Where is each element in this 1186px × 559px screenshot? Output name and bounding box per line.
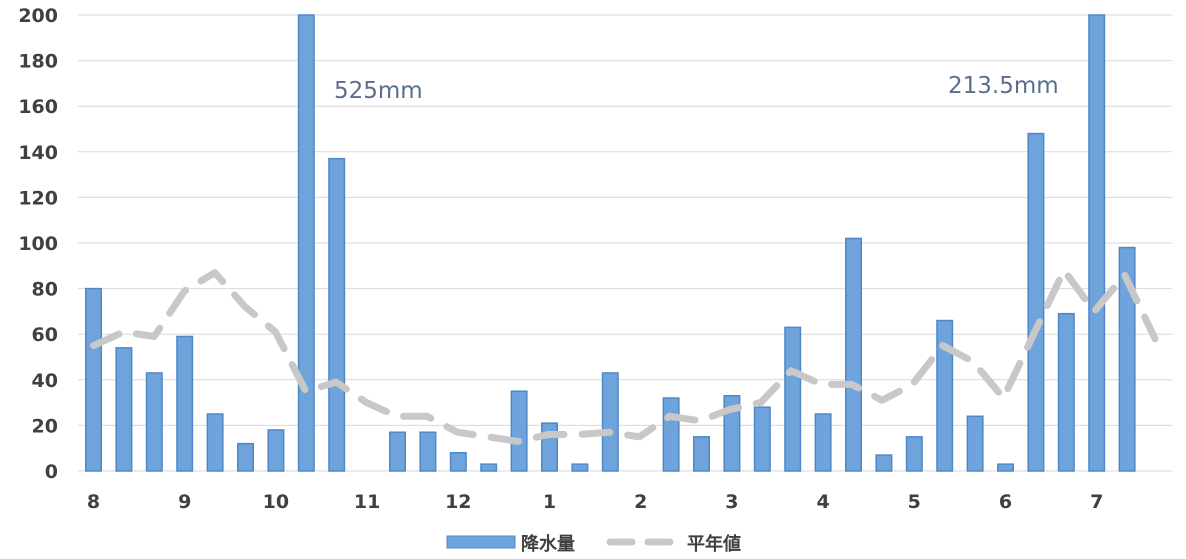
x-tick-label: 7 xyxy=(1090,491,1103,513)
precipitation-bar xyxy=(206,413,224,472)
y-tick-label: 60 xyxy=(32,324,58,346)
precipitation-bar xyxy=(571,463,589,472)
legend-swatch-precipitation xyxy=(446,535,516,549)
precipitation-bar xyxy=(85,287,102,472)
y-axis: 0 20 40 60 80 100 120 140 160 180 200 xyxy=(18,5,58,483)
precipitation-bar xyxy=(875,454,893,472)
precipitation-bar xyxy=(328,157,346,472)
precipitation-bar xyxy=(480,463,498,472)
precipitation-bar xyxy=(510,390,528,472)
precipitation-bar xyxy=(297,14,315,472)
x-axis: 8 9 10 11 12 1 2 3 4 5 6 7 xyxy=(87,491,1103,513)
precipitation-bar xyxy=(145,372,163,472)
y-tick-label: 80 xyxy=(32,279,58,301)
precipitation-bar xyxy=(936,319,954,472)
y-tick-label: 140 xyxy=(18,142,58,164)
x-tick-label: 6 xyxy=(999,491,1012,513)
precipitation-bar xyxy=(115,347,133,472)
precipitation-bar xyxy=(1088,14,1106,472)
y-tick-label: 20 xyxy=(32,415,58,437)
x-tick-label: 3 xyxy=(725,491,738,513)
x-tick-label: 10 xyxy=(263,491,289,513)
precipitation-bar xyxy=(662,397,680,472)
x-tick-label: 11 xyxy=(354,491,380,513)
legend-label-precipitation: 降水量 xyxy=(521,533,575,555)
x-tick-label: 2 xyxy=(634,491,647,513)
precipitation-bar xyxy=(389,431,406,472)
normal-line xyxy=(90,266,1159,445)
precipitation-bar xyxy=(419,431,437,472)
precipitation-bar xyxy=(1057,312,1075,472)
y-tick-label: 100 xyxy=(18,233,58,255)
precipitation-bar xyxy=(237,442,254,472)
y-tick-label: 120 xyxy=(18,187,58,209)
precipitation-bar xyxy=(845,237,862,472)
x-tick-label: 12 xyxy=(445,491,471,513)
y-tick-label: 200 xyxy=(18,5,58,27)
precipitation-bar xyxy=(541,422,558,472)
precipitation-bar xyxy=(814,413,832,472)
annotation-525mm: 525mm xyxy=(334,78,423,104)
y-tick-label: 0 xyxy=(45,461,58,483)
precipitation-bar xyxy=(449,452,467,472)
precipitation-bar xyxy=(601,372,619,472)
y-tick-label: 160 xyxy=(18,96,58,118)
y-tick-label: 40 xyxy=(32,370,58,392)
x-tick-label: 5 xyxy=(908,491,921,513)
precipitation-bar xyxy=(693,436,710,472)
x-tick-label: 4 xyxy=(816,491,829,513)
precipitation-bar xyxy=(753,406,771,472)
annotation-213-5mm: 213.5mm xyxy=(948,73,1059,99)
precipitation-bar xyxy=(966,415,984,472)
x-tick-label: 8 xyxy=(87,491,100,513)
legend: 降水量 平年値 xyxy=(446,533,741,555)
precipitation-bar xyxy=(905,436,923,472)
legend-label-normal: 平年値 xyxy=(687,533,741,555)
precipitation-bar xyxy=(176,335,194,472)
precipitation-bar xyxy=(723,395,741,472)
gridlines xyxy=(78,14,1172,472)
precipitation-bar xyxy=(784,326,802,472)
precipitation-bar xyxy=(997,463,1014,472)
x-tick-label: 9 xyxy=(178,491,191,513)
precipitation-bar xyxy=(1027,132,1045,472)
x-tick-label: 1 xyxy=(543,491,556,513)
precipitation-bar xyxy=(267,429,285,472)
y-tick-label: 180 xyxy=(18,51,58,73)
normal-line-path xyxy=(90,266,1159,445)
precipitation-bar xyxy=(1118,246,1136,472)
